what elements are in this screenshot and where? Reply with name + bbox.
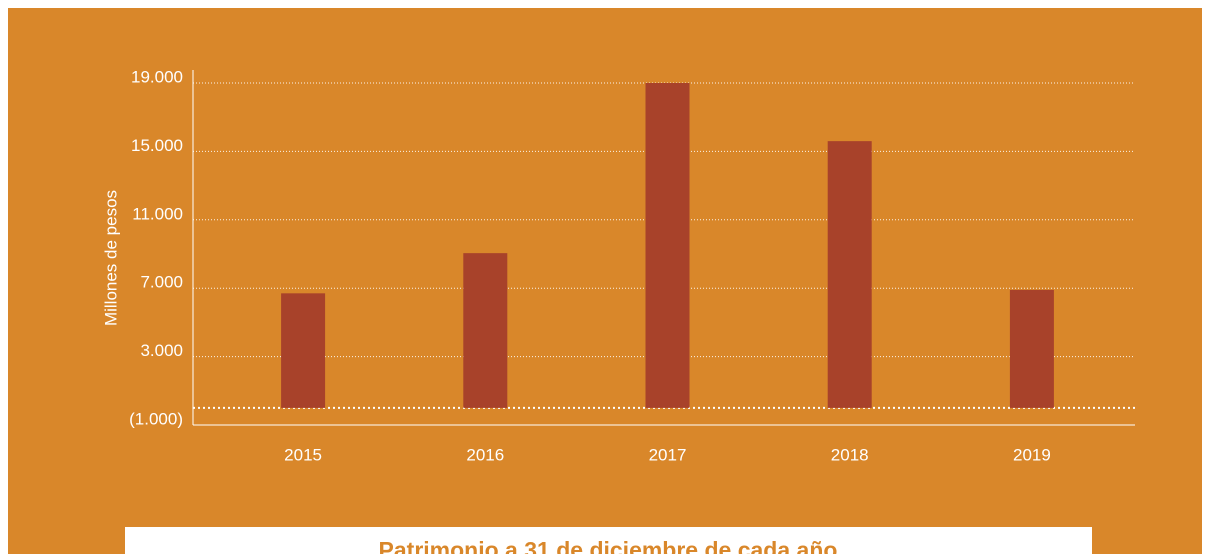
x-tick-label: 2015 xyxy=(284,445,322,464)
x-tick-label: 2017 xyxy=(649,445,687,464)
y-tick-label: 19.000 xyxy=(131,67,183,86)
y-tick-label: 7.000 xyxy=(140,273,183,292)
bar xyxy=(645,83,690,408)
y-tick-label: 15.000 xyxy=(131,136,183,155)
bar xyxy=(1009,289,1054,408)
y-tick-label: 3.000 xyxy=(140,341,183,360)
title-box xyxy=(125,527,1092,554)
y-tick-label: (1.000) xyxy=(129,409,183,428)
bar xyxy=(281,293,326,408)
bar xyxy=(463,253,508,408)
chart-title: Patrimonio a 31 de diciembre de cada año xyxy=(379,537,838,554)
x-tick-label: 2018 xyxy=(831,445,869,464)
x-tick-label: 2019 xyxy=(1013,445,1051,464)
y-axis-label: Millones de pesos xyxy=(101,190,120,326)
chart-background xyxy=(8,8,1202,554)
x-tick-label: 2016 xyxy=(466,445,504,464)
bar xyxy=(827,141,872,408)
y-tick-label: 11.000 xyxy=(132,204,183,223)
